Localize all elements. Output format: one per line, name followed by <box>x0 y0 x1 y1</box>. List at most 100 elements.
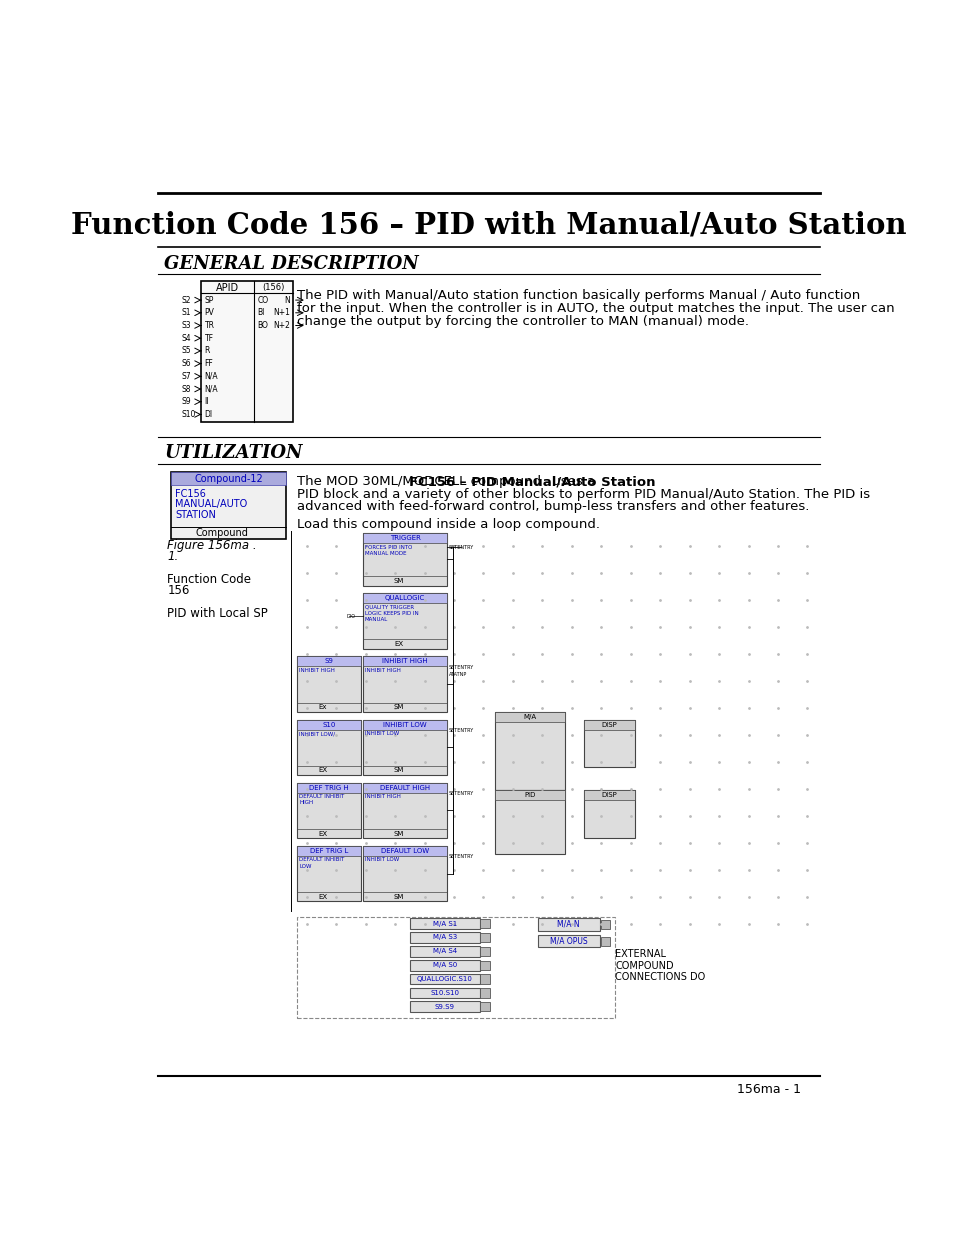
Bar <box>171 472 286 485</box>
Text: 1.: 1. <box>167 550 178 563</box>
Text: CO: CO <box>257 295 268 305</box>
Text: SETENTRY: SETENTRY <box>448 664 474 669</box>
Text: SM: SM <box>394 830 404 836</box>
Bar <box>583 790 634 839</box>
Text: SETENTRY: SETENTRY <box>448 790 474 797</box>
Text: INHIBIT LOW: INHIBIT LOW <box>365 857 398 862</box>
Text: SETENTRY: SETENTRY <box>448 855 474 860</box>
Bar <box>495 790 564 800</box>
Text: N/A: N/A <box>204 372 218 380</box>
Bar <box>410 932 479 942</box>
Text: R: R <box>204 346 210 356</box>
Text: TR: TR <box>204 321 214 330</box>
Text: FC156 – PID Manual/Auto Station: FC156 – PID Manual/Auto Station <box>409 475 655 489</box>
Bar <box>495 711 564 721</box>
Text: DISP: DISP <box>601 793 617 798</box>
Text: LOW: LOW <box>298 863 312 868</box>
Text: EX: EX <box>318 894 327 899</box>
Text: M/A S4: M/A S4 <box>433 948 456 955</box>
Text: Function Code: Function Code <box>167 573 251 587</box>
Text: S9.S9: S9.S9 <box>435 1004 455 1010</box>
Bar <box>410 973 479 984</box>
Text: M/A: M/A <box>523 714 536 720</box>
Text: BO: BO <box>257 321 268 330</box>
Text: ATATNP: ATATNP <box>448 672 466 677</box>
Text: S10.S10: S10.S10 <box>430 990 458 995</box>
Text: QUALLOGIC.S10: QUALLOGIC.S10 <box>416 976 472 982</box>
Text: M/A S0: M/A S0 <box>432 962 456 968</box>
Text: MANUAL/AUTO: MANUAL/AUTO <box>174 499 247 509</box>
Text: INHIBIT LOW: INHIBIT LOW <box>383 721 427 727</box>
Bar <box>480 974 489 983</box>
Text: BI: BI <box>257 309 264 317</box>
Text: change the output by forcing the controller to MAN (manual) mode.: change the output by forcing the control… <box>297 315 749 329</box>
Bar <box>480 919 489 929</box>
Text: INHIBIT HIGH: INHIBIT HIGH <box>382 658 428 664</box>
Text: DEFAULT HIGH: DEFAULT HIGH <box>379 784 430 790</box>
Bar <box>363 720 447 730</box>
Bar <box>583 720 634 767</box>
Text: Compound-12: Compound-12 <box>194 473 263 484</box>
Bar <box>363 534 447 585</box>
Text: Function Code 156 – PID with Manual/Auto Station: Function Code 156 – PID with Manual/Auto… <box>71 211 905 240</box>
Bar <box>363 720 447 776</box>
Bar <box>410 1002 479 1013</box>
Bar <box>297 783 360 793</box>
Text: 156: 156 <box>167 584 190 597</box>
Text: S9: S9 <box>325 658 334 664</box>
Text: FF: FF <box>204 359 213 368</box>
Text: FORCES PID INTO: FORCES PID INTO <box>365 545 412 550</box>
Text: EX: EX <box>394 641 403 647</box>
Text: SM: SM <box>394 894 404 899</box>
Text: SETENTRY: SETENTRY <box>448 727 474 732</box>
Bar <box>297 720 360 730</box>
Text: S4: S4 <box>181 333 191 342</box>
Text: UTILIZATION: UTILIZATION <box>164 445 302 462</box>
Bar <box>410 960 479 971</box>
Bar <box>363 656 447 667</box>
Text: GENERAL DESCRIPTION: GENERAL DESCRIPTION <box>164 254 418 273</box>
Text: Ex: Ex <box>318 704 327 710</box>
Text: S2: S2 <box>181 295 191 305</box>
Text: DEFAULT INHIBIT: DEFAULT INHIBIT <box>298 794 344 799</box>
Bar <box>363 593 447 648</box>
Text: PID with Local SP: PID with Local SP <box>167 608 268 620</box>
Bar <box>297 720 360 776</box>
Bar <box>480 932 489 942</box>
Text: MANUAL MODE: MANUAL MODE <box>365 551 406 556</box>
Text: The MOD 30ML/MODCELL compound: The MOD 30ML/MODCELL compound <box>297 475 545 489</box>
Bar <box>363 783 447 793</box>
Text: INHIBIT HIGH: INHIBIT HIGH <box>298 668 335 673</box>
Text: DISP: DISP <box>601 721 617 727</box>
Bar <box>363 846 447 902</box>
Text: S8: S8 <box>181 384 191 394</box>
Text: N/A: N/A <box>204 384 218 394</box>
Bar <box>363 783 447 839</box>
Bar <box>480 1002 489 1011</box>
Text: LOGIC KEEPS PID IN: LOGIC KEEPS PID IN <box>365 611 418 616</box>
Text: S5: S5 <box>181 346 191 356</box>
Text: EX: EX <box>318 830 327 836</box>
Text: The PID with Manual/Auto station function basically performs Manual / Auto funct: The PID with Manual/Auto station functio… <box>297 289 860 303</box>
Text: APID: APID <box>216 283 239 293</box>
Text: S1: S1 <box>181 309 191 317</box>
Text: DI: DI <box>204 410 213 419</box>
Bar <box>297 656 360 711</box>
Bar <box>410 988 479 998</box>
Text: N: N <box>284 295 290 305</box>
Bar <box>495 790 564 853</box>
Bar <box>583 790 634 800</box>
Text: M/A OPUS: M/A OPUS <box>549 937 587 946</box>
Text: SP: SP <box>204 295 213 305</box>
Text: QUALITY TRIGGER: QUALITY TRIGGER <box>365 605 414 610</box>
Bar <box>410 946 479 957</box>
Bar <box>297 846 360 902</box>
Text: SM: SM <box>394 578 404 584</box>
Text: INHIBIT HIGH: INHIBIT HIGH <box>365 668 400 673</box>
Bar <box>363 846 447 856</box>
Text: S6: S6 <box>181 359 191 368</box>
Bar <box>537 918 599 930</box>
Bar <box>599 920 609 929</box>
Bar <box>480 961 489 969</box>
Text: SETENTRY: SETENTRY <box>448 545 474 550</box>
